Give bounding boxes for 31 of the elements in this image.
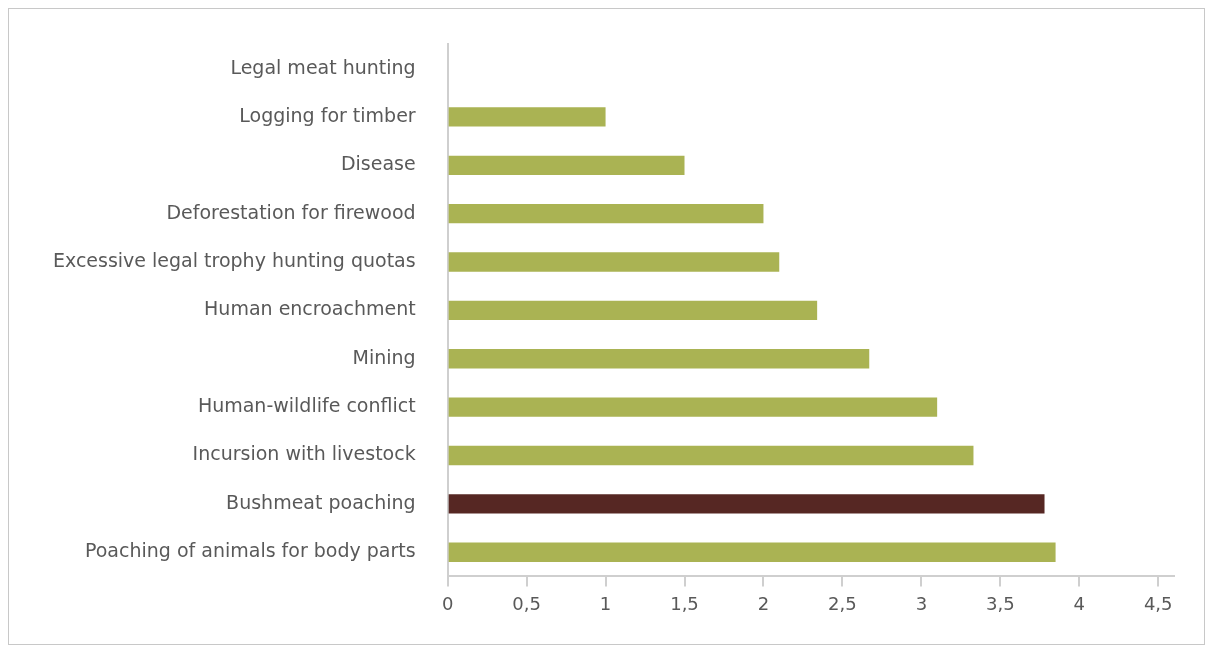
x-tick-label: 3,5 bbox=[985, 592, 1015, 614]
bar bbox=[448, 155, 685, 175]
x-tick-label: 0 bbox=[441, 592, 454, 614]
x-tick-label: 2 bbox=[757, 592, 770, 614]
y-tick-label: Poaching of animals for body parts bbox=[84, 539, 416, 562]
x-tick-label: 3 bbox=[915, 592, 928, 614]
y-tick-label: Deforestation for firewood bbox=[166, 200, 416, 223]
x-tick-label: 2,5 bbox=[828, 592, 857, 614]
x-tick-label: 1 bbox=[599, 592, 612, 614]
bar bbox=[448, 494, 1045, 514]
y-tick-label: Bushmeat poaching bbox=[226, 490, 416, 513]
y-tick-label: Disease bbox=[340, 152, 416, 175]
bar bbox=[448, 542, 1056, 562]
y-tick-label: Legal meat hunting bbox=[230, 55, 416, 78]
y-tick-label: Excessive legal trophy hunting quotas bbox=[52, 248, 416, 271]
bar bbox=[448, 107, 606, 127]
x-tick-label: 0,5 bbox=[512, 592, 541, 614]
bar bbox=[448, 300, 818, 321]
bar bbox=[448, 252, 780, 272]
y-tick-label: Human encroachment bbox=[204, 297, 416, 320]
y-tick-label: Incursion with livestock bbox=[192, 442, 416, 465]
x-tick-label: 1,5 bbox=[670, 592, 699, 614]
bar bbox=[448, 349, 870, 369]
bar bbox=[448, 445, 974, 466]
y-tick-label: Logging for timber bbox=[239, 103, 416, 126]
bar bbox=[448, 204, 764, 224]
x-tick-label: 4,5 bbox=[1143, 592, 1173, 614]
x-tick-label: 4 bbox=[1073, 592, 1085, 614]
bar bbox=[448, 397, 938, 417]
y-tick-label: Human-wildlife conflict bbox=[197, 394, 416, 417]
y-tick-label: Mining bbox=[352, 345, 416, 368]
